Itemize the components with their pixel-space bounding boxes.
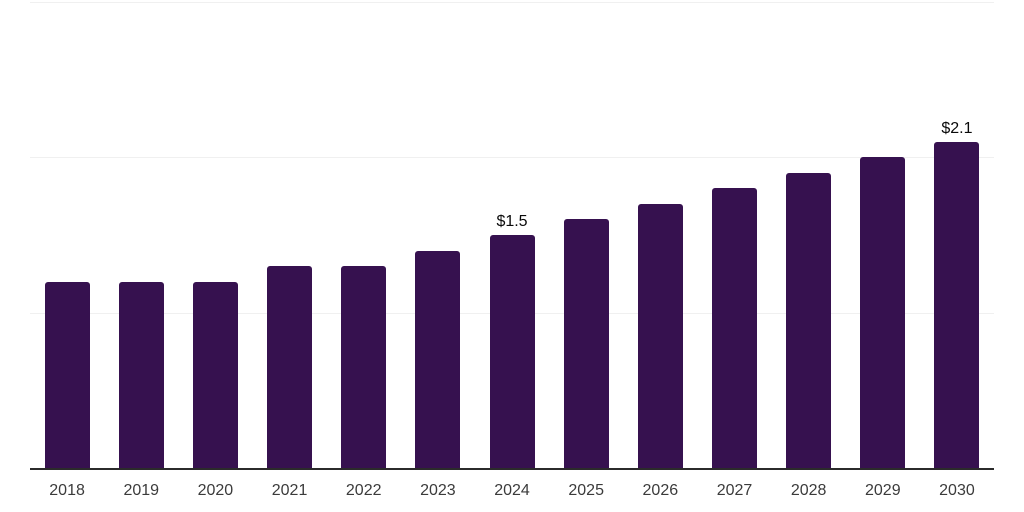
- bar-2020: [192, 282, 238, 468]
- bar-2026: [637, 204, 683, 468]
- bar-band-2022: [327, 0, 401, 468]
- bar-band-2018: [30, 0, 104, 468]
- bar-band-2026: [623, 0, 697, 468]
- x-axis-line: [30, 468, 994, 470]
- bar-2024: [489, 235, 535, 468]
- bar-2019: [118, 282, 164, 468]
- bars: $1.5 $2.1: [30, 0, 994, 468]
- bar-2021: [267, 266, 313, 468]
- bar-band-2024: $1.5: [475, 0, 549, 468]
- bar-2022: [341, 266, 387, 468]
- x-tick-label-2019: 2019: [123, 482, 160, 499]
- x-tick-label-2025: 2025: [568, 482, 604, 499]
- bar-2027: [711, 188, 757, 468]
- bar-2018: [44, 282, 90, 468]
- x-tick-label-2022: 2022: [345, 482, 382, 499]
- x-tick-label-2020: 2020: [197, 482, 234, 499]
- x-tick-label-2028: 2028: [790, 482, 827, 499]
- x-tick-label-2018: 2018: [49, 482, 85, 499]
- bar-band-2023: [401, 0, 475, 468]
- bar-band-2021: [252, 0, 326, 468]
- bar-band-2029: [846, 0, 920, 468]
- bar-value-label-2030: $2.1: [941, 120, 973, 137]
- x-tick-label-2023: 2023: [420, 482, 456, 499]
- bar-value-label-2024: $1.5: [496, 213, 528, 230]
- plot-area: $1.5 $2.1: [30, 0, 994, 470]
- x-tick-label-2021: 2021: [271, 482, 308, 499]
- bar-2023: [415, 251, 461, 468]
- bar-band-2020: [178, 0, 252, 468]
- gridline: [30, 2, 994, 3]
- x-tick-label-2030: 2030: [939, 482, 975, 499]
- bar-2025: [563, 219, 609, 468]
- bar-band-2025: [549, 0, 623, 468]
- x-tick-label-2024: 2024: [494, 482, 530, 499]
- bar-band-2019: [104, 0, 178, 468]
- bar-band-2027: [697, 0, 771, 468]
- x-tick-label-2029: 2029: [865, 482, 901, 499]
- x-axis-labels: 2018 2019 2020 2021 2022 2023 2024 2025 2026 2027…: [30, 483, 994, 499]
- x-tick-label-2027: 2027: [716, 482, 753, 499]
- bar-2030: [934, 142, 980, 468]
- x-tick-label-2026: 2026: [642, 482, 679, 499]
- bar-band-2030: $2.1: [920, 0, 994, 468]
- bar-band-2028: [772, 0, 846, 468]
- gridline: [30, 157, 994, 158]
- bar-2029: [860, 157, 906, 468]
- bar-2028: [786, 173, 832, 468]
